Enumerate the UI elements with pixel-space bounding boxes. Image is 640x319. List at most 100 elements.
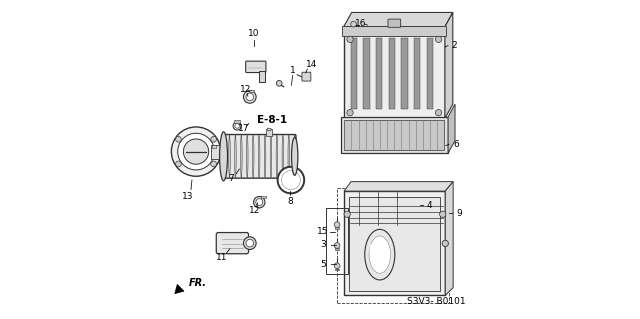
Circle shape bbox=[172, 127, 221, 176]
FancyBboxPatch shape bbox=[427, 38, 433, 109]
Ellipse shape bbox=[365, 229, 395, 280]
FancyBboxPatch shape bbox=[335, 227, 339, 229]
Circle shape bbox=[256, 199, 263, 206]
FancyBboxPatch shape bbox=[388, 38, 395, 109]
FancyBboxPatch shape bbox=[261, 196, 266, 198]
Circle shape bbox=[253, 197, 265, 208]
Circle shape bbox=[178, 133, 214, 170]
FancyBboxPatch shape bbox=[376, 38, 382, 109]
FancyBboxPatch shape bbox=[414, 38, 420, 109]
Circle shape bbox=[175, 161, 181, 167]
Text: 1: 1 bbox=[291, 66, 296, 76]
Text: 5: 5 bbox=[320, 260, 326, 269]
Ellipse shape bbox=[241, 135, 242, 178]
FancyBboxPatch shape bbox=[302, 72, 311, 81]
FancyBboxPatch shape bbox=[249, 90, 254, 93]
Ellipse shape bbox=[264, 135, 266, 178]
Circle shape bbox=[334, 263, 340, 269]
Text: 4: 4 bbox=[426, 201, 432, 210]
Text: 8: 8 bbox=[287, 197, 293, 206]
Circle shape bbox=[334, 243, 340, 249]
Circle shape bbox=[351, 21, 356, 27]
Circle shape bbox=[435, 109, 442, 116]
Ellipse shape bbox=[270, 135, 272, 178]
Text: E-8-1: E-8-1 bbox=[257, 115, 287, 125]
Circle shape bbox=[344, 211, 350, 218]
Ellipse shape bbox=[235, 135, 236, 178]
Text: 11: 11 bbox=[216, 253, 227, 262]
Text: 17: 17 bbox=[237, 124, 249, 133]
FancyBboxPatch shape bbox=[342, 26, 447, 35]
Ellipse shape bbox=[259, 135, 260, 178]
Circle shape bbox=[246, 239, 253, 247]
Text: S3V3- B0101: S3V3- B0101 bbox=[407, 297, 465, 306]
Text: 16: 16 bbox=[355, 19, 366, 28]
Circle shape bbox=[211, 137, 216, 142]
Ellipse shape bbox=[220, 132, 227, 181]
FancyBboxPatch shape bbox=[216, 233, 248, 254]
Ellipse shape bbox=[292, 137, 298, 175]
Text: FR.: FR. bbox=[189, 278, 207, 288]
Circle shape bbox=[235, 124, 239, 128]
Text: 2: 2 bbox=[452, 41, 457, 50]
FancyBboxPatch shape bbox=[344, 191, 445, 295]
Circle shape bbox=[243, 91, 256, 103]
Text: 13: 13 bbox=[182, 192, 193, 201]
FancyBboxPatch shape bbox=[401, 38, 408, 109]
FancyBboxPatch shape bbox=[388, 19, 401, 27]
Polygon shape bbox=[344, 182, 453, 191]
Ellipse shape bbox=[246, 135, 248, 178]
Ellipse shape bbox=[294, 135, 296, 178]
Text: 3: 3 bbox=[320, 241, 326, 249]
Ellipse shape bbox=[282, 135, 284, 178]
Ellipse shape bbox=[223, 135, 225, 178]
Polygon shape bbox=[445, 182, 453, 295]
Circle shape bbox=[347, 109, 353, 116]
Circle shape bbox=[334, 222, 340, 227]
Circle shape bbox=[246, 93, 253, 101]
Circle shape bbox=[233, 122, 241, 130]
Ellipse shape bbox=[267, 128, 271, 131]
Text: 7: 7 bbox=[228, 174, 234, 183]
Circle shape bbox=[440, 211, 446, 218]
FancyBboxPatch shape bbox=[259, 71, 265, 82]
Circle shape bbox=[435, 36, 442, 42]
Circle shape bbox=[276, 80, 282, 86]
FancyBboxPatch shape bbox=[349, 197, 440, 291]
FancyBboxPatch shape bbox=[234, 120, 240, 122]
Circle shape bbox=[282, 171, 300, 189]
FancyBboxPatch shape bbox=[344, 120, 444, 150]
Text: 12: 12 bbox=[240, 85, 252, 94]
Text: 12: 12 bbox=[249, 206, 260, 215]
Ellipse shape bbox=[228, 135, 230, 178]
Polygon shape bbox=[445, 12, 453, 118]
Ellipse shape bbox=[369, 236, 390, 273]
FancyBboxPatch shape bbox=[246, 61, 266, 72]
Polygon shape bbox=[448, 104, 455, 153]
Text: 9: 9 bbox=[456, 209, 462, 218]
FancyBboxPatch shape bbox=[364, 38, 370, 109]
Ellipse shape bbox=[276, 135, 278, 178]
FancyBboxPatch shape bbox=[335, 249, 339, 250]
FancyBboxPatch shape bbox=[351, 38, 357, 109]
Text: 14: 14 bbox=[307, 60, 318, 69]
Ellipse shape bbox=[288, 135, 289, 178]
FancyBboxPatch shape bbox=[266, 130, 272, 137]
Circle shape bbox=[278, 167, 304, 193]
Circle shape bbox=[184, 139, 209, 164]
Polygon shape bbox=[175, 285, 184, 293]
FancyBboxPatch shape bbox=[211, 145, 220, 159]
Circle shape bbox=[211, 161, 216, 167]
Circle shape bbox=[175, 137, 181, 142]
Text: 10: 10 bbox=[248, 28, 259, 38]
FancyBboxPatch shape bbox=[335, 269, 339, 270]
FancyBboxPatch shape bbox=[222, 135, 296, 178]
Polygon shape bbox=[344, 12, 453, 27]
FancyBboxPatch shape bbox=[340, 117, 448, 153]
Text: 6: 6 bbox=[453, 140, 459, 149]
Circle shape bbox=[347, 36, 353, 42]
Circle shape bbox=[243, 237, 256, 249]
Polygon shape bbox=[344, 27, 445, 118]
Ellipse shape bbox=[252, 135, 254, 178]
Text: 15: 15 bbox=[317, 227, 328, 236]
